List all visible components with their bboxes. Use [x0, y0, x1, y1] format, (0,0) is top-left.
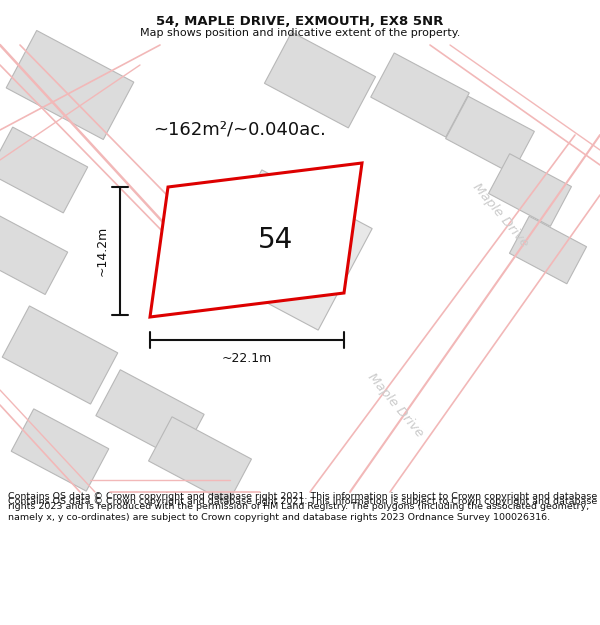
Polygon shape	[371, 53, 469, 137]
Polygon shape	[11, 409, 109, 491]
Polygon shape	[6, 31, 134, 139]
Polygon shape	[446, 96, 535, 174]
Polygon shape	[149, 417, 251, 503]
Text: ~162m²/~0.040ac.: ~162m²/~0.040ac.	[154, 121, 326, 139]
Polygon shape	[208, 170, 372, 330]
Text: Contains OS data © Crown copyright and database right 2021. This information is : Contains OS data © Crown copyright and d…	[8, 497, 600, 506]
Text: Maple Drive: Maple Drive	[365, 371, 425, 439]
Polygon shape	[0, 127, 88, 213]
Text: 54, MAPLE DRIVE, EXMOUTH, EX8 5NR: 54, MAPLE DRIVE, EXMOUTH, EX8 5NR	[157, 15, 443, 28]
Text: ~14.2m: ~14.2m	[95, 226, 109, 276]
Polygon shape	[96, 370, 204, 460]
Text: Maple Drive: Maple Drive	[470, 181, 530, 249]
Polygon shape	[2, 306, 118, 404]
Text: ~22.1m: ~22.1m	[222, 351, 272, 364]
Polygon shape	[488, 154, 571, 226]
Polygon shape	[509, 216, 587, 284]
Text: Map shows position and indicative extent of the property.: Map shows position and indicative extent…	[140, 28, 460, 38]
Text: 54: 54	[259, 226, 293, 254]
Polygon shape	[0, 216, 68, 294]
Polygon shape	[150, 163, 362, 317]
Polygon shape	[265, 32, 376, 128]
Text: Contains OS data © Crown copyright and database right 2021. This information is : Contains OS data © Crown copyright and d…	[8, 492, 597, 522]
